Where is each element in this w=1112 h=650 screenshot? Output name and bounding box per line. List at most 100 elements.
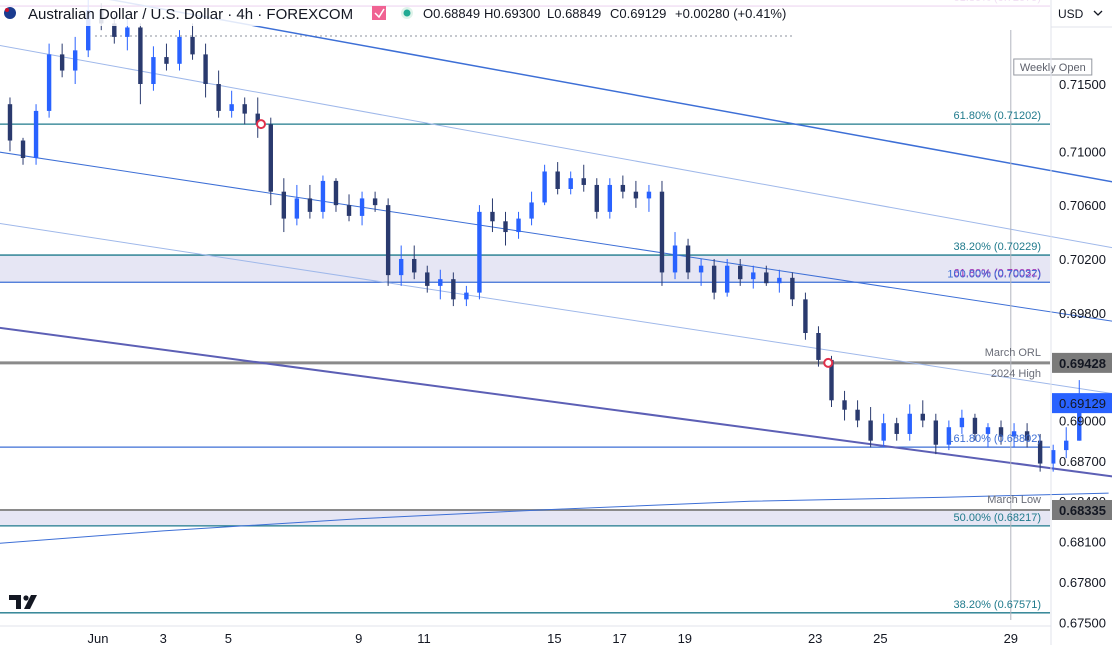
candle-body bbox=[594, 184, 599, 212]
candle[interactable] bbox=[985, 423, 991, 448]
candle[interactable] bbox=[777, 269, 782, 293]
candle[interactable] bbox=[998, 420, 1004, 445]
candle[interactable] bbox=[503, 211, 508, 246]
candle[interactable] bbox=[751, 265, 756, 289]
candle[interactable] bbox=[385, 198, 391, 286]
candle[interactable] bbox=[594, 178, 599, 219]
candle[interactable] bbox=[659, 180, 665, 286]
candle[interactable] bbox=[451, 272, 456, 307]
candle[interactable] bbox=[633, 180, 639, 208]
candle[interactable] bbox=[372, 191, 378, 212]
candle[interactable] bbox=[203, 43, 208, 98]
candle[interactable] bbox=[138, 23, 143, 105]
candle[interactable] bbox=[20, 137, 26, 165]
candle[interactable] bbox=[255, 97, 260, 138]
candle[interactable] bbox=[1024, 423, 1030, 448]
candle[interactable] bbox=[803, 292, 808, 340]
weekly-open-label-box: Weekly Open bbox=[1013, 58, 1093, 76]
candle[interactable] bbox=[1050, 444, 1056, 472]
candle[interactable] bbox=[320, 175, 326, 219]
date-tick-label: 29 bbox=[1004, 631, 1018, 645]
currency-label[interactable]: USD bbox=[1058, 7, 1084, 21]
candle[interactable] bbox=[685, 238, 691, 280]
symbol-title[interactable]: Australian Dollar / U.S. Dollar · 4h · F… bbox=[28, 6, 353, 23]
candle-body bbox=[659, 191, 665, 273]
candle[interactable] bbox=[764, 265, 769, 286]
candle[interactable] bbox=[72, 36, 78, 84]
candle[interactable] bbox=[711, 258, 717, 300]
price-tick-label: 0.69800 bbox=[1059, 306, 1106, 321]
candle[interactable] bbox=[7, 97, 13, 152]
candle[interactable] bbox=[294, 184, 300, 226]
candle[interactable] bbox=[151, 46, 156, 91]
candle[interactable] bbox=[359, 191, 365, 226]
candle[interactable] bbox=[907, 404, 912, 441]
candle[interactable] bbox=[855, 400, 860, 428]
candle[interactable] bbox=[1011, 423, 1017, 448]
candle[interactable] bbox=[281, 178, 287, 233]
candle[interactable] bbox=[529, 191, 534, 226]
candle[interactable] bbox=[881, 413, 886, 448]
candle[interactable] bbox=[894, 417, 899, 441]
candle-body bbox=[790, 277, 795, 300]
candle[interactable] bbox=[620, 175, 626, 199]
candle[interactable] bbox=[216, 70, 221, 118]
candle[interactable] bbox=[164, 43, 169, 71]
candle[interactable] bbox=[490, 198, 495, 233]
candle[interactable] bbox=[398, 245, 404, 286]
candle[interactable] bbox=[33, 104, 39, 165]
candle-body bbox=[320, 180, 326, 212]
candle[interactable] bbox=[933, 413, 939, 455]
candle[interactable] bbox=[438, 269, 443, 300]
candle[interactable] bbox=[242, 97, 247, 125]
candle[interactable] bbox=[672, 232, 678, 280]
price-axis[interactable]: 0.71500 0.71000 0.70600 0.70200 0.69800 0.690… bbox=[1052, 77, 1112, 630]
pivot-marker bbox=[823, 357, 834, 368]
currency-selector[interactable]: USD bbox=[1058, 7, 1103, 21]
candle[interactable] bbox=[412, 245, 417, 280]
fib-level-label-3: 61.80% (0.70032) bbox=[954, 268, 1041, 280]
candle[interactable] bbox=[698, 258, 704, 286]
candle[interactable] bbox=[346, 194, 352, 222]
chevron-down-icon[interactable] bbox=[1093, 10, 1103, 16]
candle[interactable] bbox=[177, 30, 182, 71]
candle[interactable] bbox=[738, 258, 743, 286]
candle[interactable] bbox=[268, 117, 273, 206]
candle[interactable] bbox=[959, 409, 965, 434]
candle[interactable] bbox=[581, 164, 586, 192]
candle[interactable] bbox=[972, 413, 978, 441]
fib-level-label-4: 100.00% (0.70027) bbox=[947, 268, 1041, 280]
candle[interactable] bbox=[568, 171, 573, 195]
candle[interactable] bbox=[1037, 433, 1043, 472]
candle[interactable] bbox=[920, 400, 925, 428]
candle[interactable] bbox=[542, 164, 547, 206]
candle[interactable] bbox=[229, 90, 234, 118]
candle[interactable] bbox=[59, 43, 65, 78]
candle[interactable] bbox=[816, 326, 821, 367]
candle[interactable] bbox=[307, 184, 313, 219]
candle[interactable] bbox=[190, 23, 195, 60]
tradingview-logo[interactable]: TV bbox=[0, 0, 37, 609]
candle-body bbox=[490, 211, 495, 222]
candle[interactable] bbox=[516, 211, 521, 239]
candle[interactable] bbox=[1064, 427, 1069, 459]
candle[interactable] bbox=[555, 162, 560, 195]
candle[interactable] bbox=[607, 178, 613, 219]
candle[interactable] bbox=[477, 205, 482, 300]
candle[interactable] bbox=[46, 43, 52, 118]
candle[interactable] bbox=[333, 178, 339, 212]
date-tick-label: 9 bbox=[355, 631, 362, 645]
candle[interactable] bbox=[464, 285, 469, 307]
candle[interactable] bbox=[646, 184, 652, 212]
candle-body bbox=[555, 171, 560, 189]
candle[interactable] bbox=[842, 390, 847, 421]
date-axis[interactable]: Jun 3 5 9 11 15 17 19 23 25 29 bbox=[88, 631, 1019, 646]
bookmark-icon[interactable] bbox=[372, 6, 386, 20]
candle[interactable] bbox=[868, 407, 873, 448]
candle[interactable] bbox=[724, 258, 730, 297]
candle[interactable] bbox=[425, 265, 430, 293]
candle[interactable] bbox=[790, 272, 795, 307]
candle[interactable] bbox=[946, 420, 952, 451]
